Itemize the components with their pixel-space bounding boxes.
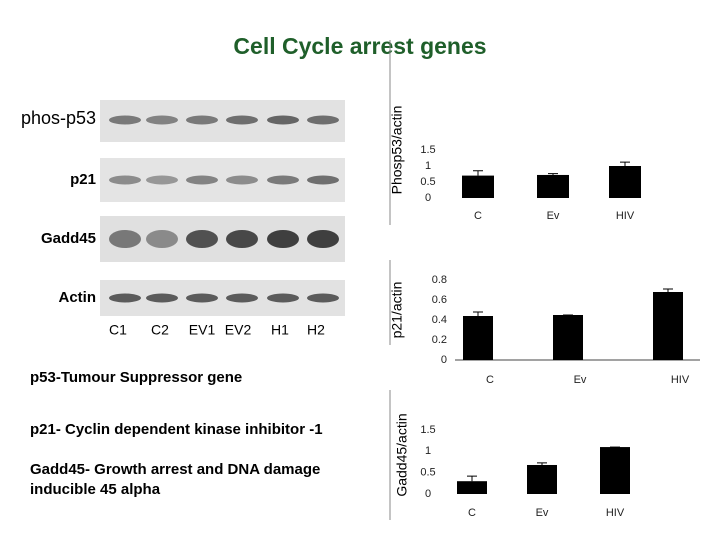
y-tick-label: 0.6 <box>432 294 447 306</box>
note: p53-Tumour Suppressor gene <box>30 369 242 386</box>
blot-band <box>267 115 299 125</box>
x-tick-label: HIV <box>606 507 625 519</box>
x-tick-label: C <box>486 374 494 386</box>
y-tick-label: 1 <box>425 160 431 172</box>
blot-band <box>226 175 258 185</box>
bar <box>462 175 494 198</box>
lane-label: EV1 <box>189 322 216 338</box>
y-tick-label: 0.5 <box>420 467 435 479</box>
bar <box>463 316 493 360</box>
y-axis-label: Phosp53/actin <box>389 106 405 195</box>
blot-band <box>307 293 339 303</box>
bar <box>609 166 641 198</box>
bar <box>537 174 569 198</box>
x-tick-label: C <box>468 507 476 519</box>
y-tick-label: 1.5 <box>420 424 435 436</box>
y-axis-label: Gadd45/actin <box>394 413 410 496</box>
note: Gadd45- Growth arrest and DNA damage indu… <box>30 461 320 498</box>
lane-label: H2 <box>307 322 325 338</box>
y-axis-label: p21/actin <box>389 282 405 339</box>
blot-band <box>186 293 218 303</box>
error-bar <box>467 475 477 482</box>
error-bar <box>663 288 673 292</box>
note: p21- Cyclin dependent kinase inhibitor -… <box>30 421 323 438</box>
blot-band <box>267 293 299 303</box>
lane-label: H1 <box>271 322 289 338</box>
lane-label: EV2 <box>225 322 252 338</box>
blot-row-label: p21 <box>70 171 96 188</box>
blot-band <box>307 115 339 125</box>
lane-label: C1 <box>109 322 127 338</box>
y-tick-label: 0 <box>441 354 447 366</box>
y-tick-label: 0 <box>425 192 431 204</box>
y-tick-label: 0.8 <box>432 274 447 286</box>
error-bar <box>473 311 483 316</box>
blot-row-label: Gadd45 <box>41 230 96 247</box>
error-bar <box>548 173 558 175</box>
blot-band <box>146 230 178 248</box>
blot-band <box>146 115 178 125</box>
y-tick-label: 0 <box>425 488 431 500</box>
bar <box>553 315 583 360</box>
blot-band <box>307 175 339 185</box>
blot-band <box>109 230 141 248</box>
y-tick-label: 0.4 <box>432 314 447 326</box>
blot-band <box>146 293 178 303</box>
bar <box>457 481 487 494</box>
y-tick-label: 0.2 <box>432 334 447 346</box>
bar <box>600 447 630 494</box>
error-bar <box>537 462 547 465</box>
blot-band <box>267 230 299 248</box>
blot-band <box>186 175 218 185</box>
blot-band <box>226 293 258 303</box>
blot-band <box>109 175 141 185</box>
bar <box>527 464 557 494</box>
y-tick-label: 0.5 <box>420 176 435 188</box>
blot-band <box>146 175 178 185</box>
blot-image <box>100 100 345 316</box>
x-tick-label: Ev <box>574 374 587 386</box>
lane-label: C2 <box>151 322 169 338</box>
blot-band <box>307 230 339 248</box>
x-tick-label: HIV <box>671 374 690 386</box>
blot-band <box>226 230 258 248</box>
blot-row-label: Actin <box>59 289 97 306</box>
blot-row-label: phos-p53 <box>21 108 96 128</box>
blot-band <box>226 115 258 125</box>
blot-band <box>186 230 218 248</box>
blot-band <box>109 115 141 125</box>
bar <box>653 292 683 360</box>
y-tick-label: 1.5 <box>420 144 435 156</box>
x-tick-label: HIV <box>616 210 635 222</box>
error-bar <box>620 161 630 166</box>
blot-band <box>267 175 299 185</box>
slide-title: Cell Cycle arrest genes <box>233 33 486 59</box>
x-tick-label: C <box>474 210 482 222</box>
error-bar <box>473 170 483 176</box>
x-tick-label: Ev <box>547 210 560 222</box>
blot-band <box>186 115 218 125</box>
y-tick-label: 1 <box>425 445 431 457</box>
blot-band <box>109 293 141 303</box>
x-tick-label: Ev <box>536 507 549 519</box>
